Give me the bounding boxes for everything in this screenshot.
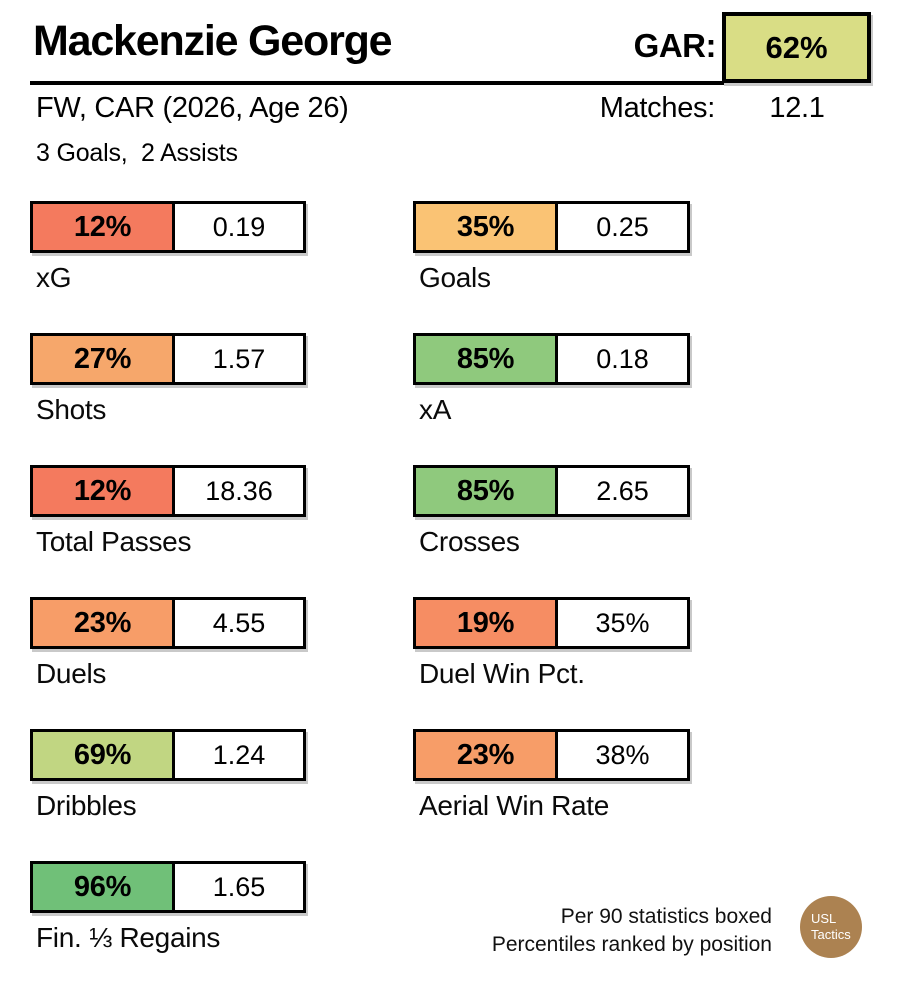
player-name: Mackenzie George xyxy=(33,17,393,65)
stat-percentile: 69% xyxy=(33,732,175,778)
stat-per90-value: 4.55 xyxy=(175,600,303,646)
stat-per90-value: 18.36 xyxy=(175,468,303,514)
stat-duels: 23% 4.55 Duels xyxy=(30,597,306,690)
stat-percentile: 19% xyxy=(416,600,558,646)
title-underline xyxy=(30,81,724,85)
stat-per90-value: 0.18 xyxy=(558,336,687,382)
stat-crosses: 85% 2.65 Crosses xyxy=(413,465,690,558)
logo-line1: USL xyxy=(811,911,837,926)
goals-assists-line: 3 Goals, 2 Assists xyxy=(36,139,238,167)
stat-bar: 12% 0.19 xyxy=(30,201,306,253)
stat-duel-win-pct: 19% 35% Duel Win Pct. xyxy=(413,597,690,690)
stat-percentile: 35% xyxy=(416,204,558,250)
stat-percentile: 85% xyxy=(416,336,558,382)
stat-label: Goals xyxy=(419,262,491,293)
stat-percentile: 23% xyxy=(33,600,175,646)
stat-per90-value: 1.24 xyxy=(175,732,303,778)
footnote: Per 90 statistics boxed Percentiles rank… xyxy=(492,903,772,959)
stat-bar: 85% 0.18 xyxy=(413,333,690,385)
stat-per90-value: 0.19 xyxy=(175,204,303,250)
stat-label: xG xyxy=(36,262,72,293)
stat-per90-value: 38% xyxy=(558,732,687,778)
stat-goals: 35% 0.25 Goals xyxy=(413,201,690,294)
stat-bar: 19% 35% xyxy=(413,597,690,649)
footnote-line1: Per 90 statistics boxed xyxy=(560,905,772,928)
matches-value: 12.1 xyxy=(769,92,825,124)
stat-per90-value: 35% xyxy=(558,600,687,646)
stat-label: Aerial Win Rate xyxy=(419,790,610,821)
stat-per90-value: 1.57 xyxy=(175,336,303,382)
stat-final-third-regains: 96% 1.65 Fin. ⅓ Regains xyxy=(30,861,306,954)
stat-percentile: 23% xyxy=(416,732,558,778)
stat-xa: 85% 0.18 xA xyxy=(413,333,690,426)
stat-label: Shots xyxy=(36,394,107,425)
gar-label: GAR: xyxy=(633,27,717,64)
stat-bar: 85% 2.65 xyxy=(413,465,690,517)
stat-percentile: 12% xyxy=(33,468,175,514)
footnote-line2: Percentiles ranked by position xyxy=(491,933,772,956)
stat-aerial-win-rate: 23% 38% Aerial Win Rate xyxy=(413,729,690,822)
position-club-line: FW, CAR (2026, Age 26) xyxy=(36,92,349,124)
stat-percentile: 27% xyxy=(33,336,175,382)
stat-label: xA xyxy=(419,394,452,425)
stat-bar: 96% 1.65 xyxy=(30,861,306,913)
stat-percentile: 12% xyxy=(33,204,175,250)
stat-per90-value: 1.65 xyxy=(175,864,303,910)
logo-line2: Tactics xyxy=(811,927,851,942)
usl-tactics-logo: USL Tactics xyxy=(800,896,862,958)
gar-value-box: 62% xyxy=(722,12,871,83)
stat-bar: 23% 38% xyxy=(413,729,690,781)
stat-bar: 12% 18.36 xyxy=(30,465,306,517)
stat-total-passes: 12% 18.36 Total Passes xyxy=(30,465,306,558)
stat-bar: 23% 4.55 xyxy=(30,597,306,649)
matches-label: Matches: xyxy=(599,92,716,124)
stat-bar: 69% 1.24 xyxy=(30,729,306,781)
stat-dribbles: 69% 1.24 Dribbles xyxy=(30,729,306,822)
stat-xg: 12% 0.19 xG xyxy=(30,201,306,294)
stat-label: Crosses xyxy=(419,526,520,557)
stat-bar: 35% 0.25 xyxy=(413,201,690,253)
stat-label: Duel Win Pct. xyxy=(419,658,585,689)
stat-label: Duels xyxy=(36,658,107,689)
stat-per90-value: 0.25 xyxy=(558,204,687,250)
stat-label: Total Passes xyxy=(36,526,192,557)
stat-label: Dribbles xyxy=(36,790,137,821)
stat-bar: 27% 1.57 xyxy=(30,333,306,385)
stat-per90-value: 2.65 xyxy=(558,468,687,514)
stat-label: Fin. ⅓ Regains xyxy=(36,922,221,953)
stat-percentile: 85% xyxy=(416,468,558,514)
stat-shots: 27% 1.57 Shots xyxy=(30,333,306,426)
stat-percentile: 96% xyxy=(33,864,175,910)
